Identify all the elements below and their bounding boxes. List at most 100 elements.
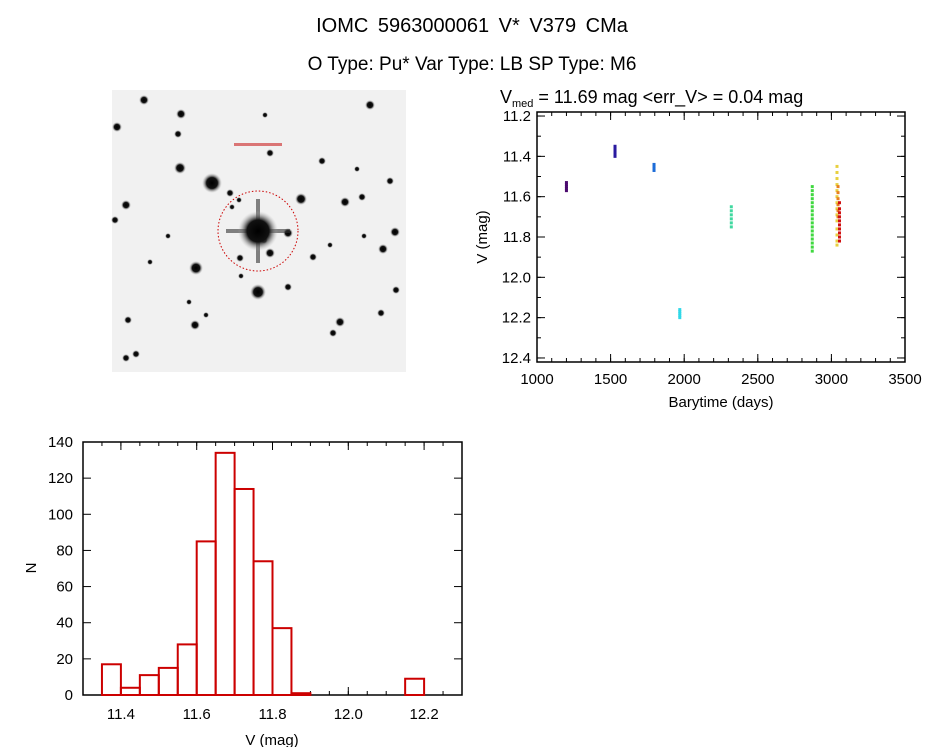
data-point <box>678 312 682 316</box>
data-point <box>613 152 617 156</box>
star <box>122 354 130 362</box>
data-point <box>564 189 568 193</box>
star <box>121 200 131 210</box>
star <box>139 95 149 105</box>
data-point <box>810 249 814 253</box>
star <box>266 149 274 157</box>
star <box>250 284 266 300</box>
star <box>229 204 235 210</box>
star <box>377 309 385 317</box>
x-tick-label: 12.2 <box>409 706 438 723</box>
y-tick-label: 12.2 <box>502 310 531 327</box>
x-tick-label: 3500 <box>888 371 921 388</box>
histogram-bar <box>176 643 198 697</box>
star <box>329 329 337 337</box>
y-tick-label: 11.2 <box>503 108 531 125</box>
star <box>265 248 275 258</box>
star <box>165 233 171 239</box>
histogram-bar <box>233 487 255 696</box>
star <box>335 317 345 327</box>
histogram-bar <box>195 540 217 697</box>
data-point <box>837 201 841 205</box>
data-point <box>835 201 839 205</box>
x-tick-label: 11.8 <box>258 706 286 723</box>
y-tick-label: 60 <box>56 579 73 596</box>
star <box>112 122 122 132</box>
y-tick-label: 80 <box>56 542 73 559</box>
star <box>340 197 350 207</box>
x-tick-label: 1500 <box>594 371 627 388</box>
star <box>203 312 209 318</box>
target-circle <box>217 190 299 272</box>
y-tick-label: 40 <box>56 615 73 632</box>
star <box>327 242 333 248</box>
light-curve-title: Vmed = 11.69 mag <err_V> = 0.04 mag <box>500 87 803 110</box>
data-point <box>837 207 841 211</box>
star <box>354 166 360 172</box>
data-point <box>613 154 617 158</box>
data-point <box>613 144 617 148</box>
data-point <box>835 164 839 168</box>
data-point <box>652 164 656 168</box>
data-point <box>729 209 733 213</box>
data-point <box>837 223 841 227</box>
x-tick-label: 11.6 <box>183 706 211 723</box>
data-point <box>835 239 839 243</box>
data-point <box>837 227 841 231</box>
data-point <box>810 241 814 245</box>
y-tick-label: 0 <box>65 687 73 704</box>
data-point <box>652 168 656 172</box>
star <box>202 173 222 193</box>
data-point <box>835 189 839 193</box>
star <box>132 350 140 358</box>
star <box>361 233 367 239</box>
histogram-bar <box>119 686 141 696</box>
data-point <box>729 205 733 209</box>
data-point <box>810 233 814 237</box>
data-point <box>836 191 840 195</box>
data-point <box>613 150 617 154</box>
star <box>189 261 203 275</box>
data-point <box>678 310 682 314</box>
data-point <box>613 146 617 150</box>
histogram-bar <box>271 627 293 697</box>
figure-subtitle: O Type: Pu* Var Type: LB SP Type: M6 <box>307 54 637 75</box>
data-point <box>729 213 733 217</box>
data-point <box>729 217 733 221</box>
star <box>147 259 153 265</box>
data-point <box>810 209 814 213</box>
y-tick-label: 140 <box>48 434 73 451</box>
histogram-bar <box>290 692 312 697</box>
x-tick-label: 2500 <box>741 371 774 388</box>
data-point <box>678 316 682 320</box>
x-tick-label: 1000 <box>520 371 553 388</box>
star <box>236 254 244 262</box>
data-point <box>837 215 841 219</box>
histogram-bar <box>100 663 122 696</box>
star <box>236 197 242 203</box>
y-tick-label: 12.0 <box>502 269 531 286</box>
histogram-bar <box>214 451 236 697</box>
data-point <box>729 225 733 229</box>
data-point <box>835 243 839 247</box>
data-point <box>837 231 841 235</box>
data-point <box>810 225 814 229</box>
data-point <box>835 227 839 231</box>
data-point <box>810 213 814 217</box>
data-point <box>835 177 839 181</box>
y-tick-label: 20 <box>56 651 73 668</box>
data-point <box>678 314 682 318</box>
data-point <box>835 233 839 237</box>
star <box>378 244 388 254</box>
data-point <box>678 308 682 312</box>
data-point <box>837 219 841 223</box>
data-point <box>810 221 814 225</box>
x-axis-label: V (mag) <box>245 732 298 747</box>
data-point <box>836 185 840 189</box>
target-label-mark <box>234 143 282 146</box>
data-point <box>836 203 840 207</box>
x-tick-label: 3000 <box>815 371 848 388</box>
data-point <box>835 195 839 199</box>
